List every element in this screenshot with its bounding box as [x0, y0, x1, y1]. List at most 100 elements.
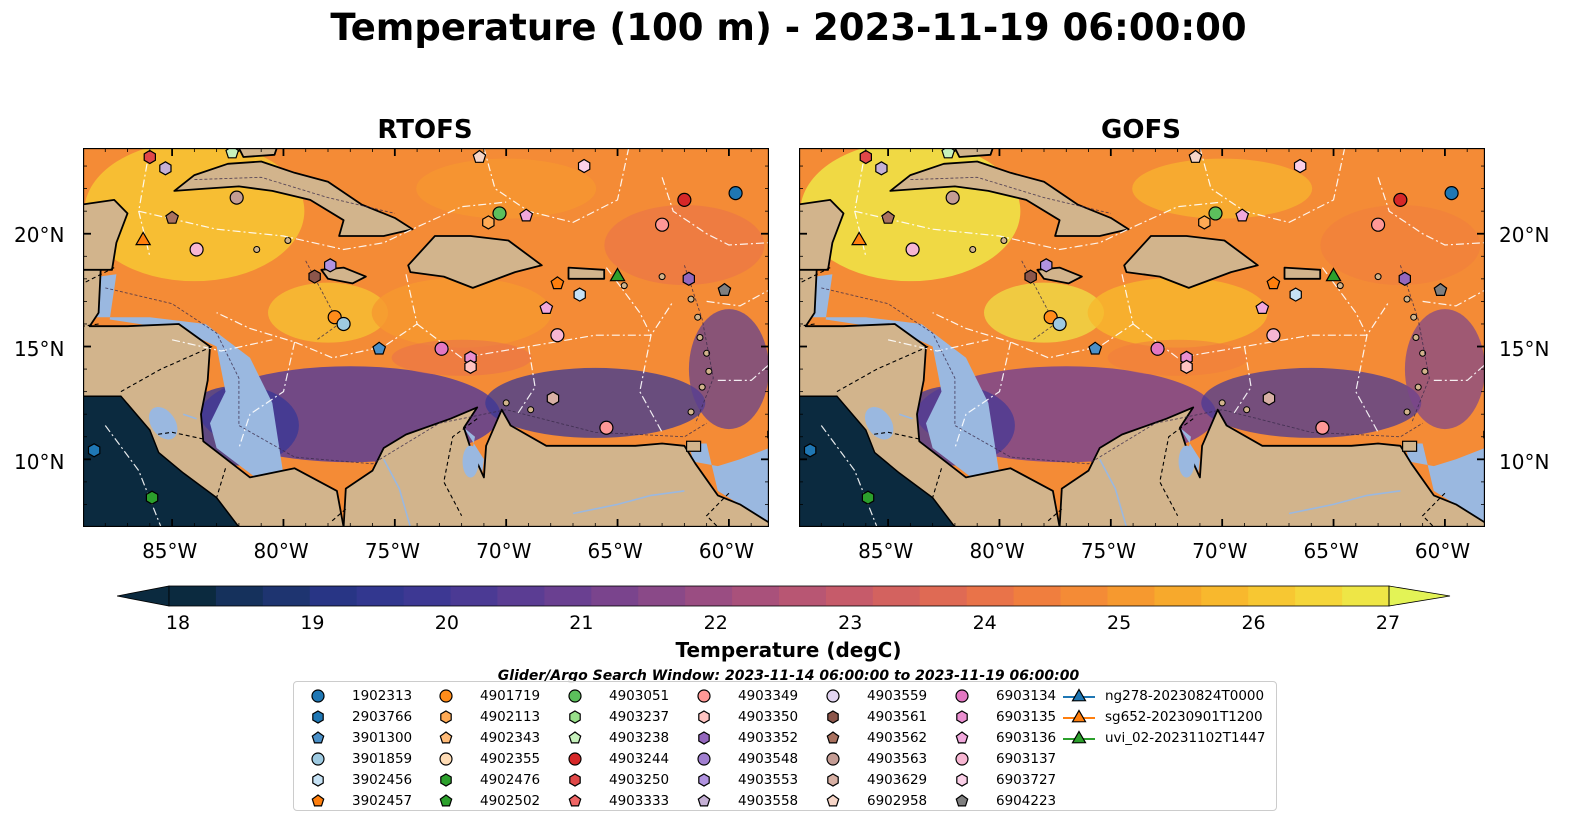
- float-marker-4903250: [859, 149, 873, 165]
- float-marker-sg652: [851, 231, 868, 246]
- legend-marker-icon: [697, 752, 711, 766]
- lat-label-10n-right: 10°N: [1499, 450, 1550, 474]
- main-title: Temperature (100 m) - 2023-11-19 06:00:0…: [330, 6, 1247, 49]
- legend-marker-icon: [955, 752, 969, 766]
- lat-label-15n-right: 15°N: [1499, 337, 1550, 361]
- legend: 1902313 2903766 3901300 3901859 3902456 39024…: [293, 681, 1277, 811]
- legend-marker-icon: [439, 752, 453, 766]
- legend-marker-icon: [569, 710, 581, 724]
- legend-marker-icon: [568, 689, 582, 703]
- lon-label-gofs-1: 80°W: [969, 539, 1025, 563]
- float-marker-4902476: [861, 490, 875, 505]
- float-marker-4903561: [308, 269, 321, 284]
- float-marker-2903766: [87, 443, 101, 458]
- float-marker-4903558: [875, 161, 888, 176]
- float-marker-4903051: [492, 206, 507, 221]
- legend-item-label: 4902343: [480, 730, 541, 746]
- legend-marker-icon: [312, 710, 324, 724]
- legend-marker-icon: [826, 731, 840, 744]
- legend-item-label: 4903558: [738, 793, 799, 809]
- float-marker-6903136b: [539, 300, 554, 314]
- legend-marker-icon: [439, 794, 453, 807]
- legend-item-label: 4902113: [480, 709, 541, 725]
- legend-marker-icon: [568, 731, 582, 744]
- legend-item-label: 6904223: [996, 793, 1057, 809]
- legend-item-label: 4903553: [738, 772, 799, 788]
- legend-item-label: 4903562: [867, 730, 928, 746]
- legend-marker-icon: [311, 794, 325, 807]
- legend-marker-icon: [1063, 730, 1095, 744]
- legend-marker-icon: [569, 773, 581, 787]
- legend-item-label: 4903238: [609, 730, 670, 746]
- float-marker-1902313: [1444, 186, 1459, 201]
- legend-item-label: 4903629: [867, 772, 928, 788]
- legend-item-label: 4902502: [480, 793, 541, 809]
- float-marker-4903051: [1208, 206, 1223, 221]
- float-marker-4903238: [941, 148, 956, 159]
- lat-label-20n-right: 20°N: [1499, 223, 1550, 247]
- float-marker-6903137b: [1266, 328, 1281, 343]
- legend-item-label: 6903727: [996, 772, 1057, 788]
- legend-marker-icon: [1063, 688, 1095, 702]
- legend-item-label: 4902355: [480, 751, 541, 767]
- legend-marker-icon: [312, 773, 324, 787]
- float-marker-2903766: [803, 443, 817, 458]
- float-marker-1902313: [728, 186, 743, 201]
- legend-item-label: 4903349: [738, 688, 799, 704]
- float-marker-4903350: [464, 359, 477, 374]
- legend-item-label: 1902313: [352, 688, 413, 704]
- legend-marker-icon: [568, 752, 582, 766]
- lon-label-gofs-3: 70°W: [1192, 539, 1248, 563]
- colorbar-tick-label: 22: [703, 612, 728, 634]
- legend-marker-icon: [956, 710, 968, 724]
- legend-item-label: 4903559: [867, 688, 928, 704]
- legend-item-label: ng278-20230824T0000: [1105, 688, 1265, 704]
- float-marker-4903349b: [599, 420, 614, 435]
- float-marker-4903244: [677, 192, 692, 207]
- lat-label-15n-left: 15°N: [14, 337, 65, 361]
- lon-label-gofs-0: 85°W: [858, 539, 914, 563]
- legend-item-label: 3901859: [352, 751, 413, 767]
- lon-label-rtofs-3: 70°W: [476, 539, 532, 563]
- legend-marker-icon: [698, 731, 710, 745]
- legend-marker-icon: [698, 710, 710, 724]
- legend-item-label: 6903134: [996, 688, 1057, 704]
- colorbar: [117, 585, 1451, 607]
- legend-item-label: 4903250: [609, 772, 670, 788]
- float-marker-4903244: [1393, 192, 1408, 207]
- legend-marker-icon: [697, 689, 711, 703]
- float-marker-4903352: [682, 271, 696, 286]
- float-marker-4903563: [229, 190, 244, 205]
- float-marker-6903727: [1293, 158, 1307, 174]
- float-marker-6903727: [577, 158, 591, 174]
- colorbar-label: Temperature (degC): [675, 638, 902, 662]
- map-panel-gofs: [799, 148, 1485, 527]
- float-marker-6903137b: [550, 328, 565, 343]
- colorbar-tick-label: 24: [972, 612, 997, 634]
- legend-item-label: 6902958: [867, 793, 928, 809]
- float-marker-3902457: [550, 276, 565, 290]
- float-marker-3902456: [573, 287, 586, 302]
- legend-item-label: 6903136: [996, 730, 1057, 746]
- map-panel-rtofs: [83, 148, 769, 527]
- legend-marker-icon: [439, 731, 453, 744]
- legend-marker-icon: [311, 731, 325, 744]
- float-marker-4903238: [225, 148, 240, 159]
- legend-marker-icon: [826, 689, 840, 703]
- float-marker-4903558: [159, 161, 172, 176]
- float-marker-4902113: [1198, 215, 1211, 230]
- legend-item-label: 4903051: [609, 688, 670, 704]
- legend-item-label: 3901300: [352, 730, 413, 746]
- legend-item-label: uvi_02-20231102T1447: [1105, 730, 1266, 746]
- float-marker-6903136: [1235, 208, 1250, 222]
- float-marker-4903562: [165, 210, 180, 224]
- float-marker-sg652: [135, 231, 152, 246]
- legend-marker-icon: [827, 710, 839, 724]
- float-marker-4903352: [1398, 271, 1412, 286]
- legend-marker-icon: [1063, 709, 1095, 723]
- legend-marker-icon: [826, 752, 840, 766]
- colorbar-tick-label: 27: [1375, 612, 1401, 634]
- float-marker-6903134: [1150, 341, 1165, 356]
- float-marker-4903561: [1024, 269, 1037, 284]
- legend-item-label: 3902457: [352, 793, 413, 809]
